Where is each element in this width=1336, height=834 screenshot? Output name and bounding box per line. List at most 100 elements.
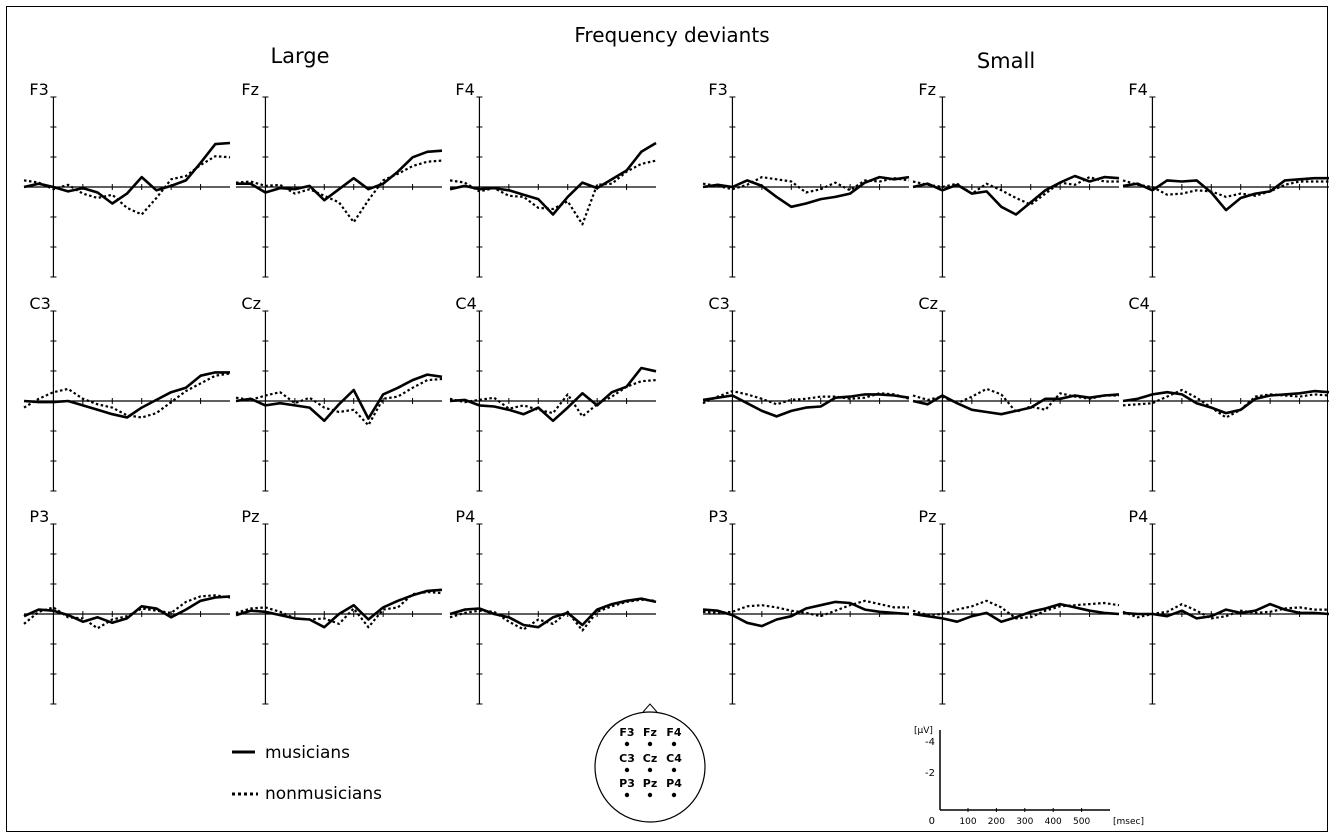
panel-large-f4: F4 (449, 80, 657, 278)
panel-small-c4: C4 (1122, 294, 1330, 492)
head-electrode-pz: Pz (643, 777, 657, 790)
series-nonmusicians (449, 379, 657, 418)
head-electrode-dot (624, 741, 630, 747)
scale-y-unit: [µV] (914, 726, 933, 736)
scale-x-tick-500: 500 (1073, 817, 1090, 827)
series-nonmusicians (449, 598, 657, 632)
electrode-label-large-fz: Fz (241, 80, 259, 99)
series-musicians (702, 600, 910, 628)
series-musicians (1122, 389, 1330, 415)
scale-y-tick-0: 0 (929, 816, 935, 827)
panel-small-cz: Cz (912, 294, 1120, 492)
panel-large-pz: Pz (235, 507, 443, 705)
head-electrode-dot (624, 792, 630, 798)
electrode-label-large-pz: Pz (241, 507, 259, 526)
electrode-label-small-c4: C4 (1128, 294, 1149, 313)
series-musicians (23, 595, 231, 625)
panel-small-f3: F3 (702, 80, 910, 278)
electrode-label-small-f4: F4 (1128, 80, 1147, 99)
electrode-label-small-cz: Cz (918, 294, 938, 313)
head-electrode-p4: P4 (666, 777, 682, 790)
series-nonmusicians (702, 390, 910, 406)
legend-label-musicians: musicians (265, 743, 350, 763)
scale-bar: [µV] -4 -2 0 100 200 300 400 500 [msec] (914, 726, 1144, 827)
series-musicians (449, 141, 657, 216)
electrode-head-map: F3 Fz F4 C3 Cz C4 P3 Pz P4 (594, 703, 706, 823)
head-nose (642, 703, 658, 713)
head-electrode-f4: F4 (666, 726, 682, 739)
head-electrode-dot (647, 741, 653, 747)
electrode-label-large-p4: P4 (455, 507, 475, 526)
series-musicians (912, 174, 1120, 216)
figure-title: Frequency deviants (574, 23, 769, 47)
legend: musicians nonmusicians (232, 743, 382, 804)
panel-large-cz: Cz (235, 294, 443, 492)
head-electrode-dot (647, 792, 653, 798)
series-nonmusicians (702, 176, 910, 194)
head-electrode-cz: Cz (643, 752, 657, 765)
series-musicians (449, 597, 657, 629)
series-nonmusicians (702, 599, 909, 618)
scale-x-tick-200: 200 (988, 817, 1005, 827)
scale-y-tick--2: -2 (925, 768, 935, 779)
series-nonmusicians (1122, 603, 1329, 620)
series-nonmusicians (23, 372, 231, 419)
scale-x-tick-300: 300 (1016, 817, 1033, 827)
panel-small-p4: P4 (1122, 507, 1330, 705)
panel-small-c3: C3 (702, 294, 910, 492)
head-electrode-fz: Fz (643, 726, 657, 739)
group-label-large: Large (270, 44, 329, 68)
head-outline (594, 711, 706, 823)
panel-large-p4: P4 (449, 507, 657, 705)
panel-large-c4: C4 (449, 294, 657, 492)
scale-y-tick--4: -4 (925, 737, 935, 748)
scale-x-tick-100: 100 (959, 817, 976, 827)
series-musicians (1122, 176, 1329, 212)
series-musicians (235, 373, 443, 423)
series-nonmusicians (449, 159, 657, 226)
panel-small-f4: F4 (1122, 80, 1329, 278)
series-musicians (235, 588, 443, 629)
series-musicians (1122, 602, 1330, 620)
series-musicians (702, 175, 910, 209)
electrode-label-small-p4: P4 (1128, 507, 1148, 526)
head-electrode-dot (671, 741, 677, 747)
series-nonmusicians (235, 590, 443, 629)
head-electrode-dot (624, 767, 630, 773)
series-nonmusicians (23, 594, 231, 630)
electrode-label-large-p3: P3 (29, 507, 49, 526)
electrode-label-large-c4: C4 (455, 294, 476, 313)
head-electrode-c4: C4 (666, 752, 682, 765)
series-nonmusicians (1122, 179, 1329, 198)
series-musicians (449, 366, 657, 423)
series-musicians (236, 149, 443, 202)
head-electrode-p3: P3 (619, 777, 635, 790)
panel-small-fz: Fz (912, 80, 1120, 278)
electrode-label-small-c3: C3 (708, 294, 729, 313)
head-electrode-dot (647, 767, 653, 773)
electrode-label-large-f3: F3 (29, 80, 48, 99)
panel-large-p3: P3 (23, 507, 231, 705)
series-musicians (23, 371, 230, 419)
electrode-label-small-pz: Pz (918, 507, 936, 526)
scale-x-unit: [msec] (1113, 817, 1144, 827)
series-musicians (23, 141, 231, 205)
scale-x-tick-400: 400 (1045, 817, 1062, 827)
series-musicians (912, 602, 1120, 623)
series-musicians (702, 393, 910, 418)
series-musicians (912, 393, 1120, 416)
head-electrode-dot (671, 767, 677, 773)
electrode-label-large-cz: Cz (241, 294, 261, 313)
panel-small-pz: Pz (912, 507, 1120, 705)
head-electrode-f3: F3 (619, 726, 634, 739)
electrode-label-large-f4: F4 (455, 80, 474, 99)
electrode-label-small-p3: P3 (708, 507, 728, 526)
legend-label-nonmusicians: nonmusicians (265, 784, 382, 804)
electrode-panels: F3 Fz F4 C3 Cz C4 P3 Pz P4 F3 Fz F4 C3 Cz C4 P3 Pz P4 (23, 80, 1330, 705)
group-label-small: Small (977, 49, 1035, 73)
panel-large-fz: Fz (235, 80, 443, 278)
electrode-label-small-f3: F3 (708, 80, 727, 99)
panel-small-p3: P3 (702, 507, 910, 705)
